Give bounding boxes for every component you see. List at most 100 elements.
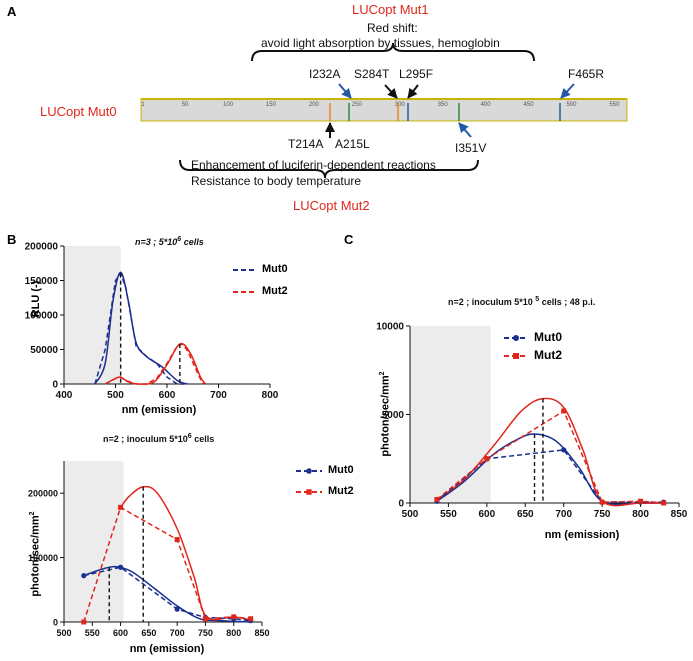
ruler-tick-label: 400: [481, 102, 492, 108]
ruler-tick-label: 1: [141, 102, 145, 108]
fit-curve-mut2: [436, 397, 664, 507]
panel-label-c: C: [344, 232, 354, 247]
x-tick-label: 750: [594, 509, 611, 520]
x-tick-label: 600: [479, 509, 496, 520]
data-point-mut0: [117, 564, 124, 570]
x-tick-label: 550: [440, 509, 457, 520]
red-shift-line1: Red shift:: [367, 21, 418, 35]
x-tick-label: 800: [226, 628, 241, 638]
legend-b-bottom-mut0: Mut0: [328, 464, 354, 476]
y-tick-label: 50000: [30, 345, 58, 356]
chart-b-top-ylabel: RLU (-): [30, 280, 42, 318]
y-tick-label: 100000: [25, 311, 59, 322]
fit-curve-mut0: [94, 271, 188, 385]
data-point-mut2: [484, 456, 490, 462]
x-tick-label: 850: [254, 628, 269, 638]
arrow-i351v: [458, 122, 472, 138]
legend-b-bottom: [296, 468, 322, 495]
data-point-mut2: [661, 500, 667, 506]
fit-curve-mut2: [119, 485, 251, 621]
legend-mut0-marker: [513, 335, 519, 341]
chart-b-top-annotation: n=3 ; 5*106 cells: [135, 236, 204, 247]
legend-mut2-marker: [306, 489, 312, 495]
y-tick-label: 100000: [28, 553, 58, 563]
series-line-mut0: [83, 566, 251, 622]
y-tick-label: 0: [398, 499, 404, 510]
data-point-mut0: [81, 573, 87, 579]
mutation-l295f: L295F: [399, 67, 434, 81]
chart-b-bottom: 500 550 600 650 700 750 800 850 0 100000 200000: [28, 461, 270, 638]
chart-b-bottom-xlabel: nm (emission): [129, 643, 205, 655]
ruler-tick-label: 150: [266, 102, 277, 108]
legend-c: [504, 335, 528, 359]
arrow-i232a: [338, 83, 352, 99]
chart-c-xlabel: nm (emission): [544, 529, 620, 541]
x-tick-label: 550: [85, 628, 100, 638]
mut0-label: LUCopt Mut0: [40, 104, 117, 119]
chart-b-top: 400 500 600 700 800 0 50000 100000 150000 200000: [25, 242, 279, 402]
legend-c-mut0: Mut0: [534, 330, 562, 344]
x-tick-label: 800: [262, 390, 279, 401]
red-shift-line2: avoid light absorption by tissues, hemog…: [261, 36, 500, 50]
y-tick-label: 150000: [25, 276, 59, 287]
legend-mut2-marker: [513, 353, 519, 359]
ruler-tick-label: 550: [609, 102, 620, 108]
data-point-mut2: [599, 499, 605, 505]
panel-label-a: A: [7, 4, 17, 19]
enhancement-line1: Enhancement of luciferin-dependent react…: [191, 158, 436, 172]
top-brace: [251, 42, 535, 62]
arrow-l295f: [407, 84, 419, 99]
ruler-tick-label: 250: [352, 102, 363, 108]
data-point-mut2: [174, 537, 180, 543]
chart-c-annotation: n=2 ; inoculum 5*10 5 cells ; 48 p.i.: [448, 296, 596, 307]
data-point-mut0: [561, 447, 567, 453]
y-tick-label: 5000: [382, 410, 405, 421]
data-point-mut2: [638, 498, 644, 504]
y-tick-label: 200000: [25, 242, 59, 253]
legend-c-mut2: Mut2: [534, 348, 562, 362]
chart-b-bottom-annotation: n=2 ; inoculum 5*106 cells: [103, 433, 215, 444]
legend-mut0-marker: [306, 468, 312, 474]
ruler-tick-label: 450: [524, 102, 535, 108]
x-tick-label: 800: [632, 509, 649, 520]
x-tick-label: 500: [107, 390, 124, 401]
ruler-tick-label: 100: [223, 102, 234, 108]
shaded-region: [64, 246, 121, 384]
chart-b-bottom-ylabel: photon/sec/mm2: [29, 511, 42, 597]
mut1-label: LUCopt Mut1: [352, 2, 429, 17]
mutation-i232a: I232A: [309, 67, 341, 81]
legend-b-top: [233, 269, 256, 293]
series-line-mut2: [104, 343, 204, 385]
sequence-ruler: 1 50 100 150 200 250 300 350 400 450 500 550: [141, 102, 620, 108]
data-point-mut2: [231, 614, 237, 620]
x-tick-label: 400: [56, 390, 73, 401]
y-tick-label: 10000: [376, 322, 404, 333]
shaded-region: [64, 461, 124, 622]
fit-curve-mut2: [104, 342, 207, 385]
y-tick-label: 200000: [28, 489, 58, 499]
arrow-f465r: [560, 83, 575, 99]
x-tick-label: 850: [671, 509, 688, 520]
data-point-mut0: [174, 606, 180, 612]
x-tick-label: 700: [555, 509, 572, 520]
data-point-mut2: [202, 616, 208, 622]
mutation-a215l: A215L: [335, 137, 370, 151]
data-point-mut2: [248, 616, 254, 622]
legend-b-bottom-mut2: Mut2: [328, 485, 354, 497]
y-tick-label: 0: [53, 618, 58, 628]
ruler-tick-label: 500: [566, 102, 577, 108]
mutation-site-markers: [329, 103, 561, 121]
fit-curve-mut0: [83, 565, 251, 623]
ruler-tick-label: 200: [309, 102, 320, 108]
mutation-t214a: T214A: [288, 137, 324, 151]
data-point-mut2: [434, 496, 440, 502]
bottom-brace: [179, 159, 479, 179]
legend-b-top-mut2: Mut2: [262, 285, 288, 297]
x-tick-label: 700: [210, 390, 227, 401]
legend-b-top-mut0: Mut0: [262, 263, 288, 275]
chart-c-ylabel: photon/sec/mm2: [379, 371, 392, 457]
series-line-mut0: [94, 272, 188, 385]
chart-b-top-xlabel: nm (emission): [121, 404, 197, 416]
data-point-mut2: [81, 619, 87, 625]
sequence-bar: [140, 98, 628, 122]
